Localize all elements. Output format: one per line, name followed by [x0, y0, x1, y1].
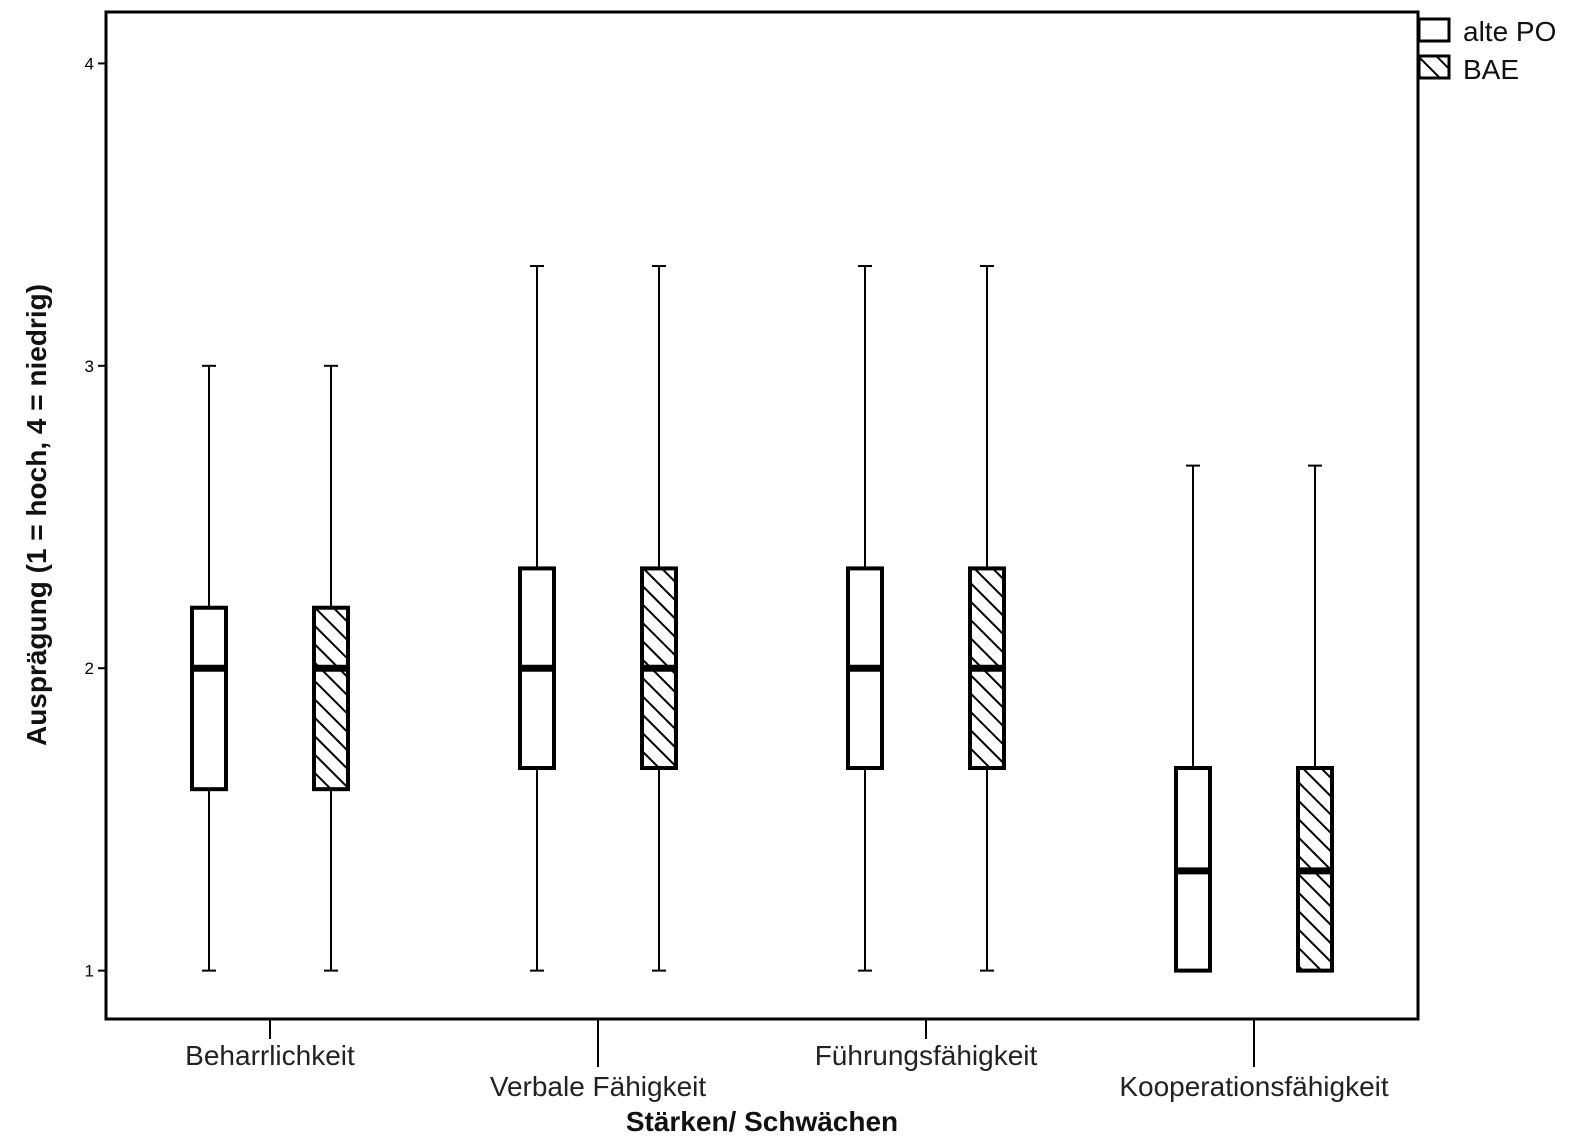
boxplot-series [190, 265, 1334, 973]
legend-swatch-alte-po [1417, 17, 1451, 43]
box-1-3 [1296, 464, 1334, 973]
x-category-label: Führungsfähigkeit [815, 1040, 1038, 1071]
iqr-box [312, 605, 350, 792]
x-category-label: Beharrlichkeit [185, 1040, 355, 1071]
y-tick-label: 3 [85, 357, 94, 376]
box-0-2 [846, 265, 884, 972]
box-0-0 [190, 364, 228, 972]
box-0-1 [518, 265, 556, 972]
y-tick-label: 2 [85, 659, 94, 678]
box-1-0 [312, 364, 350, 972]
box-1-1 [640, 265, 678, 972]
y-axis: 1 2 3 4 [85, 54, 106, 981]
legend-swatch-bae [1417, 54, 1451, 80]
iqr-box [190, 605, 228, 792]
x-category-label: Verbale Fähigkeit [490, 1071, 707, 1102]
y-axis-title: Ausprägung (1 = hoch, 4 = niedrig) [21, 284, 52, 746]
box-0-3 [1174, 464, 1212, 973]
y-tick-label: 4 [85, 54, 94, 73]
x-category-label: Kooperationsfähigkeit [1119, 1071, 1389, 1102]
box-1-2 [968, 265, 1006, 972]
legend-label-alte-po: alte PO [1463, 16, 1556, 47]
legend: alte PO BAE [1417, 16, 1556, 85]
legend-label-bae: BAE [1463, 54, 1519, 85]
x-axis: Beharrlichkeit Verbale Fähigkeit Führungsf… [185, 1019, 1389, 1102]
plot-area-frame [104, 10, 1420, 1021]
x-axis-title: Stärken/ Schwächen [626, 1106, 898, 1137]
y-tick-label: 1 [85, 962, 94, 981]
